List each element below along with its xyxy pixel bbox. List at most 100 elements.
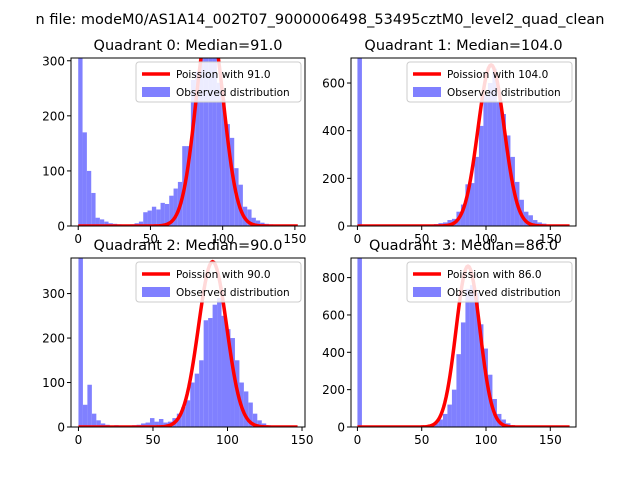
legend-poisson-label: Poission with 104.0 [447,69,548,81]
quadrant-1-ytick-label: 0 [337,220,345,234]
legend-observed-swatch [142,87,170,97]
quadrant-0-hist-bar [164,203,170,226]
quadrant-1-legend: Poission with 104.0 Observed distribution [406,61,573,103]
quadrant-1-hist-bar [496,102,502,226]
quadrant-2-hist-bar [149,418,155,427]
quadrant-0-ytick-label: 0 [57,220,65,234]
quadrant-2-hist-bar [87,384,92,427]
legend-observed-label: Observed distribution [176,287,290,299]
quadrant-2-hist-bar [145,422,150,427]
quadrant-3-ytick-label: 200 [322,383,345,397]
quadrant-2-hist-bar [199,360,204,427]
quadrant-1-hist-bar [483,94,488,226]
quadrant-3-hist-bar [447,404,452,427]
quadrant-3-hist-bar [474,292,479,427]
quadrant-1-hist-bar [478,125,484,226]
quadrant-3-plot: 0 50 100 150 0 200 400 600 800 Quadrant 3: Median… [322,238,577,447]
quadrant-3-ytick-label: 600 [322,308,345,322]
quadrant-2-axes-frame [70,257,306,428]
quadrant-3-axes-frame [350,257,577,428]
legend-observed-label: Observed distribution [447,287,561,299]
quadrant-2-hist-bar [212,304,218,427]
quadrant-0-xtick-label: 150 [283,232,306,246]
quadrant-0-hist-bar [104,221,109,226]
legend-poisson-label: Poission with 86.0 [447,269,542,281]
quadrant-1-hist-bar [487,83,493,226]
quadrant-2-xtick-label: 150 [291,433,314,447]
quadrant-1-hist-bar [501,114,506,226]
quadrant-3-xtick-label: 0 [354,433,362,447]
quadrant-0-ytick-label: 100 [42,164,65,178]
quadrant-3-hist-bar [357,258,362,427]
quadrant-0-hist-bar [195,71,200,226]
quadrant-3-xtick-label: 100 [475,433,498,447]
quadrant-1-xtick-label: 0 [354,232,362,246]
quadrant-0-hist-bar [91,192,96,226]
quadrant-2-hist-bar [78,258,83,427]
quadrant-0-hist-bar [229,137,235,226]
quadrant-3-xtick-label: 150 [539,433,562,447]
quadrant-2-hist-bar [176,413,182,427]
quadrant-1-data [356,58,571,226]
quadrant-0-hist-bar [221,99,226,226]
quadrant-0-hist-bar [203,58,209,226]
legend-frame [406,261,573,303]
quadrant-2-ytick-label: 0 [57,421,65,435]
quadrant-2-hist-bar [82,404,88,427]
quadrant-1-poisson-line [356,63,571,226]
quadrant-3-ytick-label: 0 [337,421,345,435]
quadrant-1-hist-bar [465,184,470,226]
quadrant-0-hist-bar [143,212,148,226]
quadrant-2-xtick-label: 0 [75,433,83,447]
quadrant-2-hist-bar [203,320,209,427]
quadrant-1-plot: 0 50 100 150 0 200 400 600 Quadrant 1: Median=10… [322,38,577,246]
quadrant-1-hist-bar [460,204,466,226]
quadrant-0-hist-bar [255,220,261,226]
quadrant-0-ytick-label: 300 [42,54,65,68]
quadrant-0-ytick-label: 200 [42,109,65,123]
quadrant-0-hist-bar [208,58,213,226]
quadrant-2-hist-bar [230,338,235,427]
quadrant-2-legend: Poission with 90.0 Observed distribution [135,261,302,303]
quadrant-2-xtick-label: 100 [216,433,239,447]
quadrant-2-ytick-label: 100 [42,376,65,390]
quadrant-1-title: Quadrant 1: Median=104.0 [364,38,562,54]
legend-poisson-label: Poission with 90.0 [176,269,271,281]
quadrant-0-xtick-label: 50 [143,232,158,246]
quadrant-1-xtick-label: 50 [414,232,429,246]
quadrant-2-hist-bar [154,421,159,427]
quadrant-0-hist-bar [82,132,87,226]
quadrant-0-hist-bar [86,170,92,226]
quadrant-0-hist-bar [173,188,178,226]
quadrant-1-xtick-label: 100 [475,232,498,246]
quadrant-1-ytick-label: 200 [322,172,345,186]
legend-observed-swatch [142,287,170,297]
quadrant-0-hist-bar [78,58,83,226]
quadrant-1-axes-frame [350,57,577,227]
quadrant-0-hist-bar [156,209,161,226]
quadrant-3-xtick-label: 50 [414,433,429,447]
quadrant-1-hist-bar [474,156,479,226]
quadrant-0-hist-bar [186,146,191,226]
quadrant-2-hist-bar [96,420,101,427]
legend-frame [135,61,302,103]
quadrant-0-hist-bar [251,217,256,226]
quadrant-0-xtick-label: 0 [74,232,82,246]
quadrant-2-xtick-label: 50 [145,433,160,447]
quadrant-2-hist-bar [194,373,200,427]
quadrant-3-hist-bar [465,288,470,427]
quadrant-3-hist-bar [469,285,475,427]
quadrant-1-hist-bar [523,211,529,226]
legend-observed-swatch [413,87,441,97]
quadrant-2-hist-bar [100,423,106,427]
quadrant-1-hist-bar [492,68,497,226]
legend-frame [406,61,573,103]
quadrant-0-axes-frame [70,57,306,227]
quadrant-2-hist-bar [141,423,146,427]
quadrant-3-hist-bar [438,419,443,427]
quadrant-2-hist-bar [257,420,262,427]
quadrant-1-ytick-label: 400 [322,124,345,138]
quadrant-2-hist-bar [243,391,249,427]
quadrant-3-hist-bar [483,348,488,427]
quadrant-3-hist-bar [478,324,484,427]
